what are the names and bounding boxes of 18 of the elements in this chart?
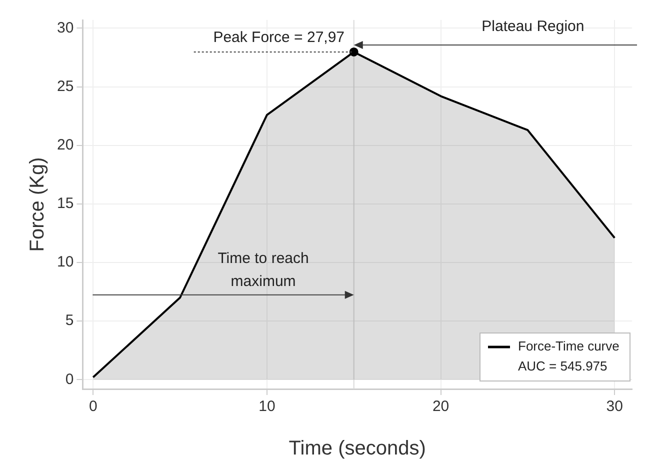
y-tick-label: 5	[65, 312, 74, 330]
annotation: Time to reach maximum	[218, 250, 309, 290]
x-tick-label: 20	[432, 398, 450, 416]
legend-label: Force-Time curve	[518, 338, 620, 354]
y-axis-title: Force (Kg)	[26, 157, 49, 252]
y-tick-label: 20	[56, 136, 74, 154]
y-tick-label: 25	[56, 78, 74, 95]
x-tick-label: 30	[606, 398, 623, 416]
x-tick-label: 10	[258, 398, 276, 416]
y-tick-label: 15	[56, 195, 74, 212]
annotation: Peak Force = 27,97	[213, 28, 345, 46]
x-tick-label: 0	[88, 398, 98, 416]
y-tick-label: 10	[56, 254, 74, 271]
annotation: AUC = 545.975	[518, 358, 608, 374]
x-axis-title: Time (seconds)	[288, 438, 426, 460]
annotation: Plateau Region	[482, 18, 584, 35]
y-tick-label: 30	[56, 19, 74, 36]
y-tick-label: 0	[65, 370, 74, 388]
